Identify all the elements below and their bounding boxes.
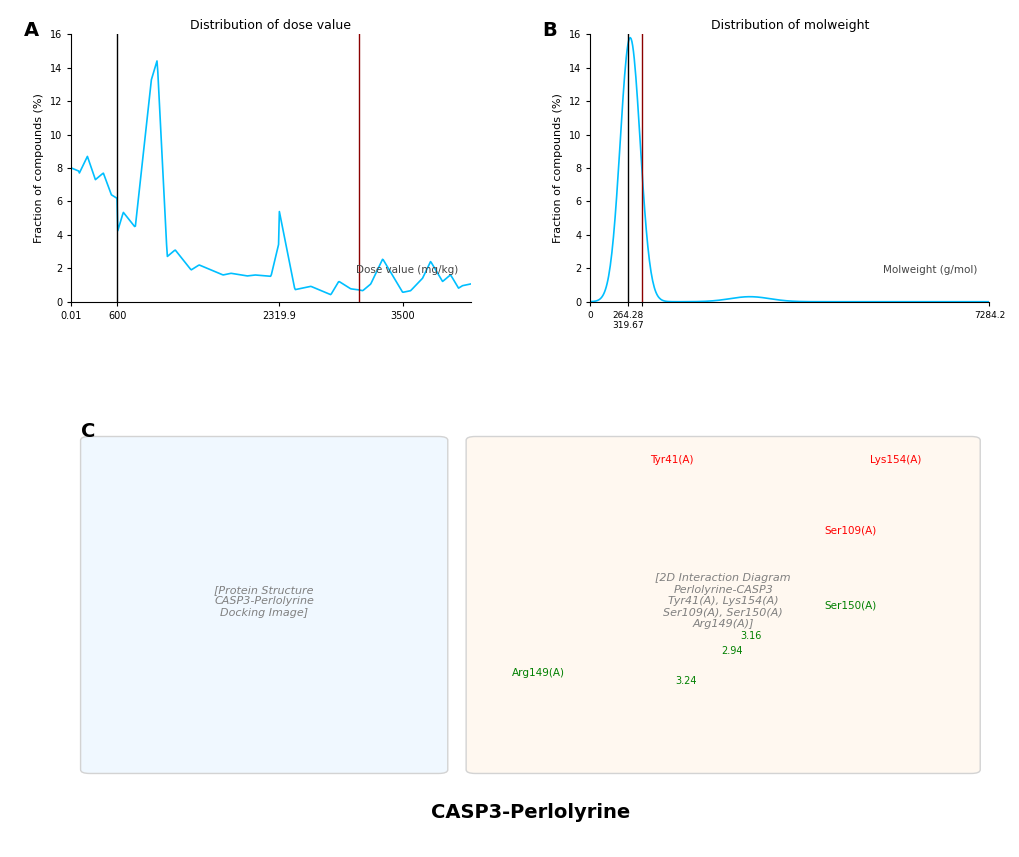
Text: 3.24: 3.24 [675,675,697,686]
Text: C: C [81,422,95,440]
Y-axis label: Fraction of compounds (%): Fraction of compounds (%) [35,93,45,243]
Text: Dose value (mg/kg): Dose value (mg/kg) [356,265,459,275]
FancyBboxPatch shape [81,436,447,774]
Text: Molweight (g/mol): Molweight (g/mol) [882,265,976,275]
Text: Ser109(A): Ser109(A) [823,526,875,536]
Text: A: A [23,21,39,40]
Text: Arg149(A): Arg149(A) [512,668,565,678]
Text: 2.94: 2.94 [720,645,743,656]
Text: Ser150(A): Ser150(A) [823,601,875,611]
Title: Distribution of molweight: Distribution of molweight [710,19,868,32]
Y-axis label: Fraction of compounds (%): Fraction of compounds (%) [552,93,562,243]
Text: 3.16: 3.16 [740,631,760,641]
Text: Tyr41(A): Tyr41(A) [649,455,693,464]
Title: Distribution of dose value: Distribution of dose value [191,19,352,32]
FancyBboxPatch shape [466,436,979,774]
Text: [2D Interaction Diagram
Perlolyrine-CASP3
Tyr41(A), Lys154(A)
Ser109(A), Ser150(: [2D Interaction Diagram Perlolyrine-CASP… [655,573,790,629]
Text: [Protein Structure
CASP3-Perlolyrine
Docking Image]: [Protein Structure CASP3-Perlolyrine Doc… [214,584,314,618]
Text: B: B [542,21,556,40]
Text: CASP3-Perlolyrine: CASP3-Perlolyrine [430,803,630,823]
Text: Lys154(A): Lys154(A) [869,455,920,464]
